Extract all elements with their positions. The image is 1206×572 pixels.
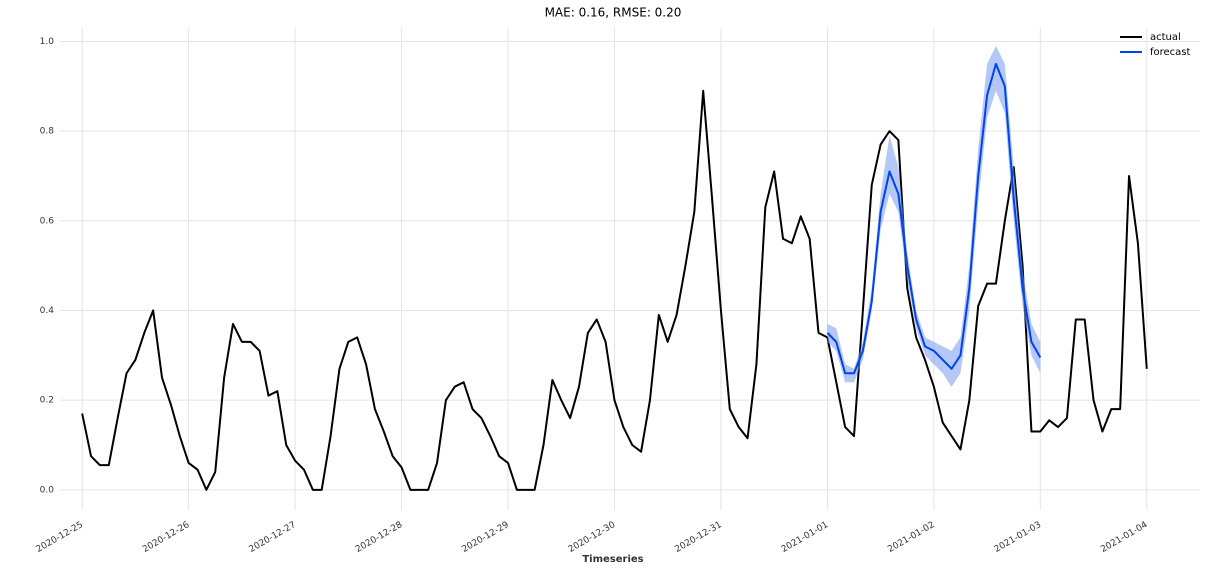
x-tick-label: 2020-12-27 [248,520,298,555]
series-line [826,62,1042,375]
x-tick-label: 2021-01-01 [780,520,830,555]
x-axis-label: Timeseries [582,554,643,565]
legend-label: forecast [1150,47,1191,58]
x-tick-label: 2021-01-02 [886,520,936,555]
series-line [81,89,1148,491]
y-tick-label: 0.8 [40,127,55,137]
x-tick-label: 2020-12-28 [354,520,405,555]
y-tick-label: 1.0 [40,37,55,47]
x-tick-label: 2020-12-29 [460,520,511,555]
chart-title: MAE: 0.16, RMSE: 0.20 [545,6,682,20]
x-tick-label: 2021-01-04 [1099,520,1150,555]
x-tick-label: 2020-12-30 [567,520,618,555]
y-tick-label: 0.2 [40,396,54,406]
x-tick-label: 2020-12-31 [673,520,723,555]
x-tick-label: 2020-12-25 [35,520,85,555]
x-tick-label: 2020-12-26 [141,520,192,555]
x-tick-label: 2021-01-03 [993,520,1043,555]
y-tick-label: 0.4 [40,306,55,316]
y-tick-label: 0.6 [40,216,55,226]
y-tick-label: 0.0 [40,485,55,495]
legend-label: actual [1150,32,1181,43]
